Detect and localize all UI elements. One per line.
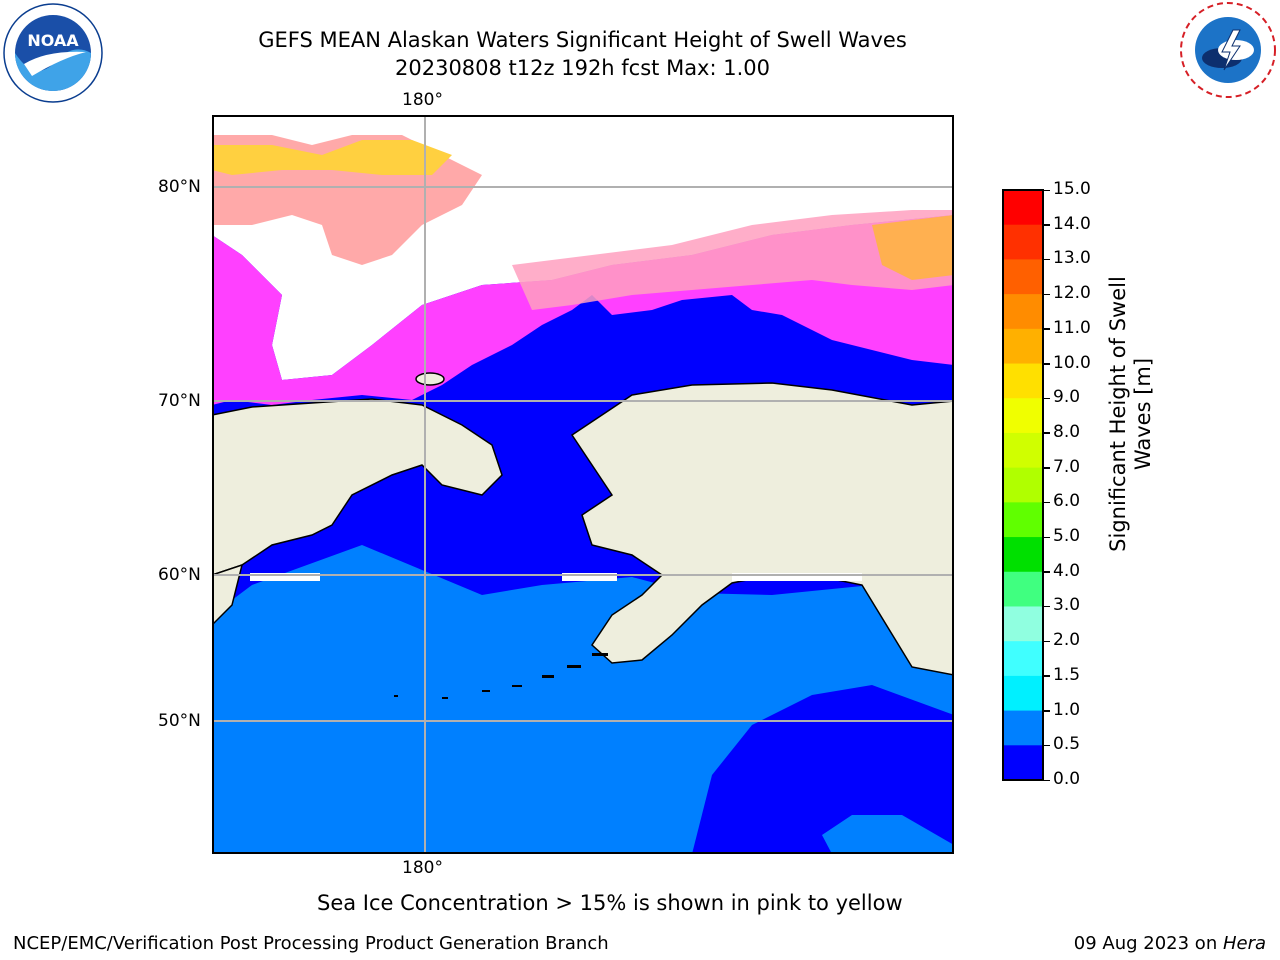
- chart-title: GEFS MEAN Alaskan Waters Significant Hei…: [258, 28, 907, 52]
- map-panel: [212, 115, 954, 854]
- colorbar-segment: [1003, 571, 1043, 607]
- colorbar-segment: [1003, 537, 1043, 573]
- colorbar-segment: [1003, 259, 1043, 295]
- colorbar-tick-mark: [1044, 571, 1050, 573]
- colorbar-tick-mark: [1044, 744, 1050, 747]
- noaa-logo: NOAA: [3, 3, 103, 103]
- colorbar-tick-mark: [1044, 189, 1050, 191]
- colorbar-tick-mark: [1044, 293, 1050, 296]
- footer-host: Hera: [1222, 933, 1266, 954]
- colorbar-tick-label: 4.0: [1053, 560, 1081, 581]
- colorbar-tick-mark: [1044, 328, 1050, 330]
- colorbar-label-wrap: Significant Height of Swell Waves [m]: [1103, 190, 1159, 638]
- colorbar-segment: [1003, 190, 1043, 226]
- colorbar-tick-mark: [1044, 710, 1050, 712]
- colorbar-tick-mark: [1044, 224, 1050, 226]
- aleutian-islands: [394, 653, 608, 699]
- colorbar-tick-mark: [1044, 467, 1050, 469]
- colorbar-segment: [1003, 641, 1043, 677]
- colorbar-frame: [1002, 189, 1044, 781]
- colorbar: [1002, 189, 1044, 781]
- colorbar-segment: [1003, 675, 1043, 712]
- colorbar-tick-label: 7.0: [1053, 456, 1081, 477]
- land-alaska: [570, 382, 954, 676]
- colorbar-tick-mark: [1044, 397, 1050, 400]
- chart-subtitle: 20230808 t12z 192h fcst Max: 1.00: [395, 56, 770, 80]
- lon-label-bottom: 180°: [402, 858, 443, 878]
- land-siberia: [212, 398, 503, 576]
- noaa-logo-text: NOAA: [27, 31, 79, 50]
- sea-ice-yellow: [212, 140, 452, 175]
- lon-label-top: 180°: [402, 90, 443, 110]
- colorbar-tick-label: 2.0: [1053, 630, 1081, 651]
- footer-date: 09 Aug 2023 on: [1073, 933, 1223, 954]
- colorbar-tick-label: 3.0: [1053, 595, 1081, 616]
- colorbar-tick-mark: [1044, 501, 1050, 504]
- colorbar-tick-label: 0.0: [1053, 769, 1081, 789]
- nws-logo: [1180, 2, 1276, 98]
- colorbar-tick-label: 11.0: [1053, 317, 1091, 338]
- missing-data-strip-west: [250, 573, 320, 581]
- colorbar-segment: [1003, 294, 1043, 330]
- colorbar-tick-label: 14.0: [1053, 213, 1091, 234]
- colorbar-segment: [1003, 502, 1043, 538]
- pacific-low-swell-patch: [692, 685, 954, 854]
- lat-label-60: 60°N: [158, 565, 201, 585]
- lat-label-50: 50°N: [158, 711, 201, 731]
- colorbar-segment: [1003, 224, 1043, 260]
- colorbar-tick-mark: [1044, 432, 1050, 434]
- colorbar-segment: [1003, 432, 1043, 469]
- colorbar-tick-mark: [1044, 363, 1050, 365]
- colorbar-tick-mark: [1044, 536, 1050, 539]
- colorbar-segment: [1003, 606, 1043, 642]
- colorbar-segment: [1003, 328, 1043, 365]
- map-frame: [212, 115, 954, 854]
- colorbar-tick-mark: [1044, 605, 1050, 608]
- colorbar-tick-label: 12.0: [1053, 283, 1091, 304]
- colorbar-tick-mark: [1044, 640, 1050, 643]
- footer-right: 09 Aug 2023 on Hera: [1074, 933, 1266, 954]
- colorbar-segment: [1003, 745, 1043, 781]
- graticule: [212, 115, 954, 854]
- colorbar-tick-label: 10.0: [1053, 352, 1091, 373]
- colorbar-tick-label: 0.5: [1053, 734, 1081, 755]
- sea-ice-caption: Sea Ice Concentration > 15% is shown in …: [317, 891, 903, 915]
- colorbar-tick-label: 6.0: [1053, 491, 1081, 512]
- colorbar-tick-label: 5.0: [1053, 526, 1081, 547]
- colorbar-tick-label: 8.0: [1053, 421, 1081, 442]
- colorbar-tick-label: 1.0: [1053, 699, 1081, 720]
- colorbar-tick-mark: [1044, 675, 1050, 677]
- colorbar-tick-mark: [1044, 258, 1050, 261]
- colorbar-tick-mark: [1044, 779, 1050, 781]
- missing-data-strip-east: [732, 573, 862, 581]
- colorbar-tick-label: 1.5: [1053, 664, 1081, 685]
- colorbar-tick-label: 13.0: [1053, 248, 1091, 269]
- colorbar-segment: [1003, 398, 1043, 434]
- lat-label-70: 70°N: [158, 391, 201, 411]
- colorbar-segment: [1003, 467, 1043, 503]
- colorbar-segment: [1003, 363, 1043, 399]
- footer-left: NCEP/EMC/Verification Post Processing Pr…: [13, 933, 609, 954]
- colorbar-segment: [1003, 710, 1043, 746]
- colorbar-label: Significant Height of Swell Waves [m]: [1106, 276, 1155, 552]
- colorbar-tick-label: 9.0: [1053, 387, 1081, 408]
- lat-label-80: 80°N: [158, 177, 201, 197]
- colorbar-tick-label: 15.0: [1053, 179, 1091, 199]
